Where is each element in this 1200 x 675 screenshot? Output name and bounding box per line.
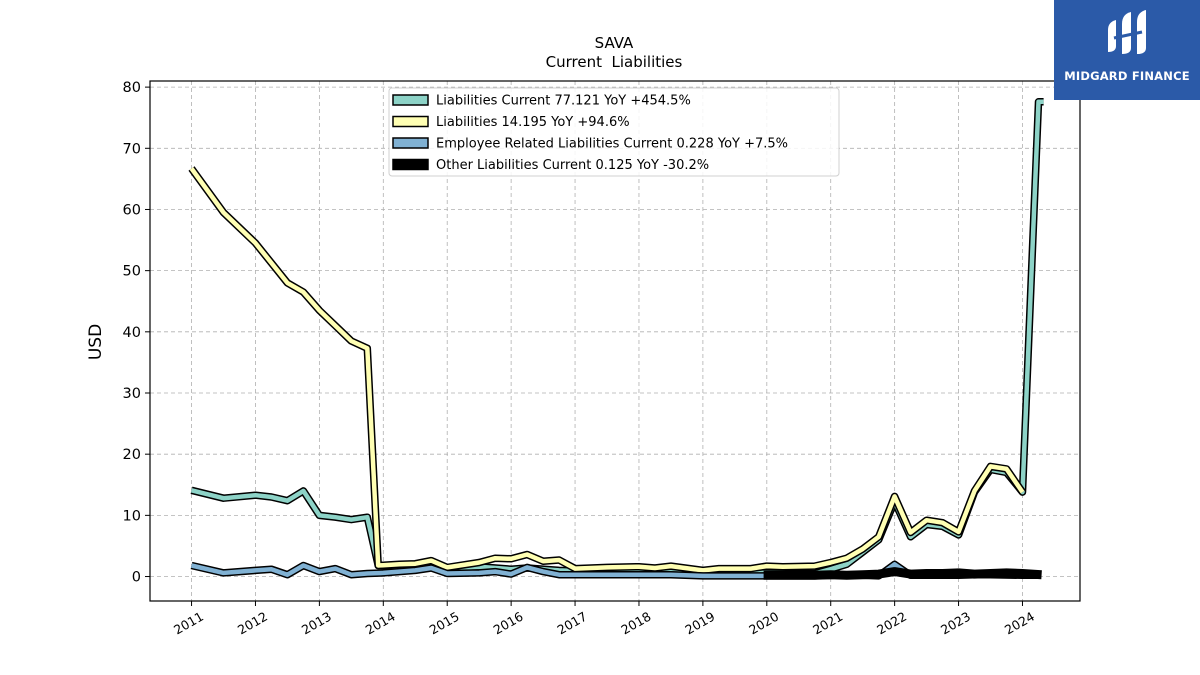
chart-subtitle: Current Liabilities bbox=[546, 53, 683, 71]
legend-entry: Liabilities 14.195 YoY +94.6% bbox=[436, 115, 630, 130]
midgard-logo-icon bbox=[1108, 10, 1146, 54]
plot-frame bbox=[149, 80, 1081, 602]
x-tick-label: 2014 bbox=[363, 609, 398, 638]
x-tick-label: 2016 bbox=[491, 609, 526, 638]
x-tick-label: 2023 bbox=[938, 609, 973, 638]
brand-name: MIDGARD FINANCE bbox=[1064, 69, 1190, 83]
series-lines bbox=[188, 98, 1044, 580]
x-tick-label: 2015 bbox=[427, 609, 462, 638]
x-axis-ticks: 2011 2012 2013 2014 2015 2016 2017 2018 2019 2020… bbox=[171, 601, 1037, 638]
y-tick-label: 20 bbox=[123, 447, 141, 463]
legend-entry: Liabilities Current 77.121 YoY +454.5% bbox=[436, 94, 691, 109]
y-tick-label: 30 bbox=[123, 386, 141, 402]
brand-logo: MIDGARD FINANCE bbox=[1054, 0, 1200, 100]
y-tick-label: 60 bbox=[123, 202, 141, 218]
legend-swatch bbox=[392, 94, 429, 106]
x-tick-label: 2021 bbox=[810, 609, 845, 638]
legend-swatch bbox=[392, 137, 429, 149]
series-line-outline bbox=[763, 567, 1042, 580]
legend-box bbox=[388, 87, 840, 177]
y-tick-label: 10 bbox=[123, 508, 141, 524]
x-tick-label: 2022 bbox=[874, 609, 909, 638]
legend-entry: Other Liabilities Current 0.125 YoY -30.… bbox=[436, 158, 709, 173]
x-tick-label: 2012 bbox=[235, 609, 270, 638]
x-tick-label: 2018 bbox=[618, 609, 653, 638]
x-tick-label: 2019 bbox=[682, 609, 717, 638]
y-tick-label: 50 bbox=[123, 264, 141, 280]
chart-title: SAVA bbox=[595, 34, 634, 52]
x-tick-label: 2024 bbox=[1002, 609, 1037, 638]
x-tick-label: 2011 bbox=[171, 609, 206, 638]
legend-entry: Employee Related Liabilities Current 0.2… bbox=[436, 137, 788, 152]
x-tick-label: 2017 bbox=[555, 609, 590, 638]
y-tick-label: 80 bbox=[123, 80, 141, 96]
y-tick-label: 40 bbox=[123, 325, 141, 341]
legend-swatch bbox=[392, 115, 429, 128]
x-tick-label: 2020 bbox=[746, 609, 781, 638]
y-axis-label: USD bbox=[86, 324, 106, 360]
y-axis-ticks: 0 10 20 30 40 50 60 70 80 bbox=[123, 80, 150, 586]
legend-swatch bbox=[392, 158, 429, 171]
y-tick-label: 70 bbox=[123, 141, 141, 157]
series-line bbox=[189, 167, 1025, 573]
legend: Liabilities Current 77.121 YoY +454.5% Li… bbox=[388, 87, 840, 177]
x-tick-label: 2013 bbox=[299, 609, 334, 638]
y-tick-label: 0 bbox=[132, 570, 141, 586]
